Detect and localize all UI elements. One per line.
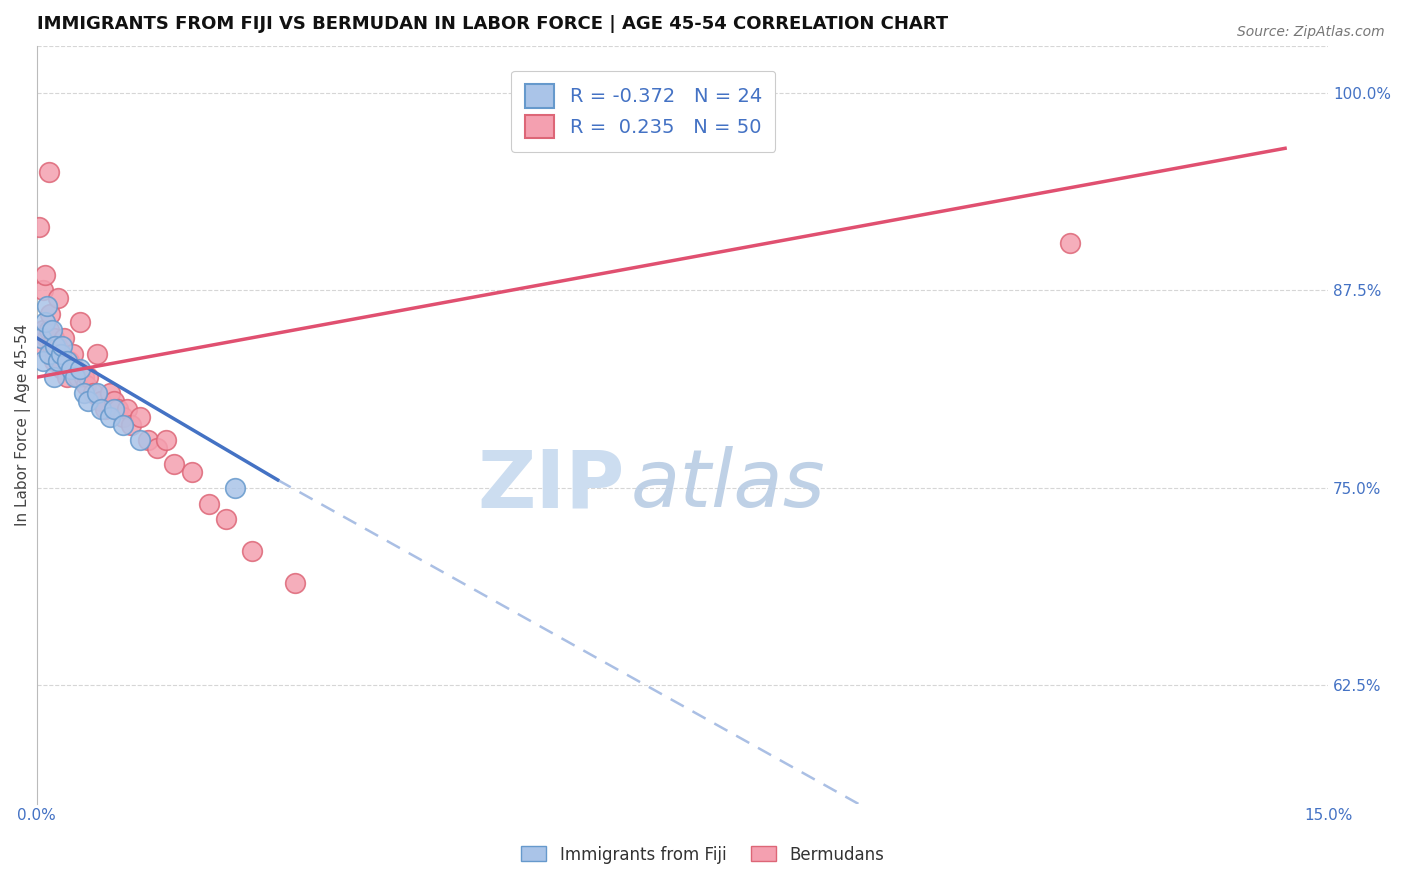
Point (69, 362, 91, 376)
Point (38, 323, 60, 337)
Point (34, 268, 56, 282)
Point (73, 386, 96, 401)
Point (59, 362, 82, 376)
Point (240, 544, 263, 558)
Point (46, 339, 69, 353)
Point (53, 331, 76, 345)
Point (224, 481, 246, 495)
Point (86, 346, 108, 360)
Point (115, 401, 138, 416)
Point (94, 401, 117, 416)
Point (51, 362, 73, 376)
Point (35, 331, 58, 345)
Point (107, 401, 129, 416)
Text: Source: ZipAtlas.com: Source: ZipAtlas.com (1237, 25, 1385, 39)
Point (86, 386, 108, 401)
Point (42, 370, 65, 384)
Text: atlas: atlas (631, 446, 825, 524)
Point (62, 346, 84, 360)
Point (120, 417, 142, 432)
Point (98, 386, 121, 401)
Point (51, 339, 73, 353)
Point (30, 339, 52, 353)
Point (49, 354, 72, 368)
Point (30, 331, 52, 345)
Point (111, 417, 134, 432)
Point (42, 331, 65, 345)
Point (44, 339, 66, 353)
Point (138, 434, 160, 448)
Point (90, 401, 112, 416)
Point (82, 386, 104, 401)
Point (77, 394, 100, 409)
Point (76, 378, 98, 392)
Point (90, 394, 112, 409)
Point (35, 299, 58, 313)
Point (41, 339, 63, 353)
Point (65, 370, 87, 384)
Point (103, 401, 125, 416)
Point (42, 354, 65, 368)
Point (49, 346, 72, 360)
Point (58, 354, 80, 368)
Point (34, 315, 56, 329)
Point (59, 362, 82, 376)
Point (32, 323, 55, 337)
Point (98, 409, 121, 424)
Point (215, 512, 238, 526)
Point (39, 307, 62, 321)
Text: ZIP: ZIP (477, 446, 624, 524)
Point (197, 497, 219, 511)
Point (65, 362, 87, 376)
Point (163, 457, 186, 471)
Y-axis label: In Labor Force | Age 45-54: In Labor Force | Age 45-54 (15, 324, 31, 525)
Point (73, 370, 96, 384)
Point (128, 409, 150, 424)
Point (55, 354, 77, 368)
Point (38, 165, 60, 179)
Point (38, 346, 60, 360)
Point (155, 434, 177, 448)
Point (44, 346, 66, 360)
Point (1059, 235, 1081, 250)
Point (28, 220, 51, 235)
Point (41, 323, 63, 337)
Legend: R = -0.372   N = 24, R =  0.235   N = 50: R = -0.372 N = 24, R = 0.235 N = 50 (512, 70, 776, 152)
Point (111, 409, 134, 424)
Point (69, 315, 91, 329)
Point (128, 434, 150, 448)
Point (146, 442, 169, 456)
Point (55, 370, 77, 384)
Legend: Immigrants from Fiji, Bermudans: Immigrants from Fiji, Bermudans (515, 839, 891, 871)
Point (31, 284, 53, 298)
Point (103, 394, 125, 409)
Point (66, 370, 89, 384)
Point (46, 354, 69, 368)
Text: IMMIGRANTS FROM FIJI VS BERMUDAN IN LABOR FORCE | AGE 45-54 CORRELATION CHART: IMMIGRANTS FROM FIJI VS BERMUDAN IN LABO… (37, 15, 948, 33)
Point (284, 575, 307, 590)
Point (77, 370, 100, 384)
Point (49, 346, 72, 360)
Point (46, 291, 69, 305)
Point (32, 354, 55, 368)
Point (180, 465, 202, 479)
